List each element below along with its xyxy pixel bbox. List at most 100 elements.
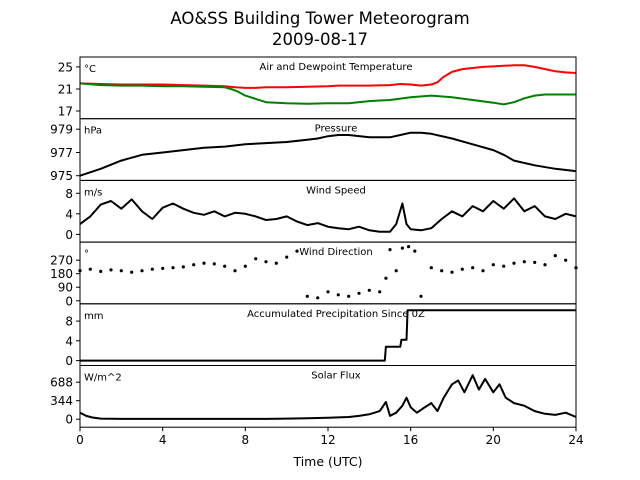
y-tick-label: 21 [58, 83, 73, 97]
data-point [285, 255, 289, 259]
panel-title: Solar Flux [311, 371, 361, 382]
figure-title: AO&SS Building Tower Meteorogram [170, 9, 469, 28]
panel-title: Wind Speed [306, 185, 366, 196]
y-tick-label: 4 [65, 334, 73, 348]
data-point [394, 269, 398, 273]
data-point [99, 269, 103, 273]
data-point [512, 261, 516, 265]
y-tick-label: 688 [50, 376, 73, 390]
y-tick-label: 0 [65, 294, 73, 308]
y-tick-label: 8 [65, 187, 73, 201]
data-point [533, 260, 537, 264]
series-line-0 [79, 131, 577, 177]
data-point [254, 257, 258, 261]
data-point [212, 262, 216, 266]
chart-panels: Air and Dewpoint Temperature °C 17 21 25 Pres… [50, 56, 584, 447]
y-tick-label: 4 [65, 207, 73, 221]
y-tick-label: 0 [65, 228, 73, 242]
data-point [522, 260, 526, 264]
x-tick-label: 12 [320, 433, 335, 447]
data-point [119, 269, 123, 273]
x-tick-label: 24 [568, 433, 583, 447]
data-point [171, 266, 175, 270]
x-axis-label: Time (UTC) [292, 454, 362, 469]
data-point [419, 294, 423, 298]
unit-label: W/m^2 [84, 373, 122, 384]
data-point [407, 245, 411, 249]
panel-title: Wind Direction [299, 247, 373, 258]
y-tick-label: 8 [65, 315, 73, 329]
panel-title: Air and Dewpoint Temperature [260, 62, 413, 73]
y-tick-label: 977 [50, 146, 73, 160]
y-tick-label: 0 [65, 354, 73, 368]
panel-title: Accumulated Precipitation Since 0Z [247, 309, 425, 320]
data-point [326, 290, 330, 294]
data-point [181, 265, 185, 269]
data-point [543, 263, 547, 267]
unit-label: °C [84, 64, 96, 75]
data-point [481, 269, 485, 273]
data-point [264, 260, 268, 264]
y-tick-label: 180 [50, 267, 73, 281]
y-tick-label: 344 [50, 394, 73, 408]
data-point [357, 291, 361, 295]
data-point [150, 267, 154, 271]
unit-label: mm [84, 311, 103, 322]
data-point [413, 249, 417, 253]
figure-subtitle-date: 2009-08-17 [272, 30, 368, 49]
data-point [109, 268, 113, 272]
data-point [161, 266, 165, 270]
data-point [450, 270, 454, 274]
y-tick-label: 17 [58, 105, 73, 119]
data-point [336, 293, 340, 297]
x-tick-label: 16 [403, 433, 418, 447]
data-point [388, 248, 392, 252]
x-tick-label: 4 [159, 433, 167, 447]
y-tick-label: 270 [50, 254, 73, 268]
data-point [440, 269, 444, 273]
data-point [233, 269, 237, 273]
panel-4: Accumulated Precipitation Since 0Z mm 0 4 8 [65, 303, 577, 368]
data-point [502, 264, 506, 268]
data-point [202, 261, 206, 265]
data-point [367, 288, 371, 292]
y-tick-label: 25 [58, 60, 73, 74]
panel-title: Pressure [315, 124, 358, 135]
data-point [564, 258, 568, 262]
y-tick-label: 975 [50, 169, 73, 183]
series-line-0 [79, 197, 577, 233]
data-point [378, 290, 382, 294]
data-point [243, 264, 247, 268]
y-tick-label: 0 [65, 413, 73, 427]
series-line-0 [80, 309, 576, 362]
data-point [88, 267, 92, 271]
unit-label: m/s [84, 187, 102, 198]
unit-label: hPa [84, 126, 102, 137]
y-tick-label: 979 [50, 123, 73, 137]
data-point [553, 254, 557, 258]
panel-0: Air and Dewpoint Temperature °C 17 21 25 [58, 56, 577, 120]
panel-1: Pressure hPa 975 977 979 [50, 118, 577, 183]
x-tick-label: 20 [486, 433, 501, 447]
data-point [429, 266, 433, 270]
series-line-1 [79, 82, 576, 106]
data-point [223, 264, 227, 268]
data-point [140, 269, 144, 273]
data-point [471, 266, 475, 270]
data-point [491, 263, 495, 267]
data-point [130, 270, 134, 274]
series-line-0 [79, 374, 577, 420]
data-point [305, 294, 309, 298]
series-line-0 [79, 64, 577, 89]
data-point [460, 267, 464, 271]
data-point [274, 261, 278, 265]
data-point [192, 263, 196, 267]
y-tick-label: 90 [58, 281, 73, 295]
x-tick-label: 0 [76, 433, 84, 447]
data-point [347, 294, 351, 298]
unit-label: ° [84, 249, 89, 260]
panel-5: Solar Flux W/m^2 0 344 688 0 4 8 12 16 20 24 [50, 365, 584, 447]
data-point [384, 276, 388, 280]
